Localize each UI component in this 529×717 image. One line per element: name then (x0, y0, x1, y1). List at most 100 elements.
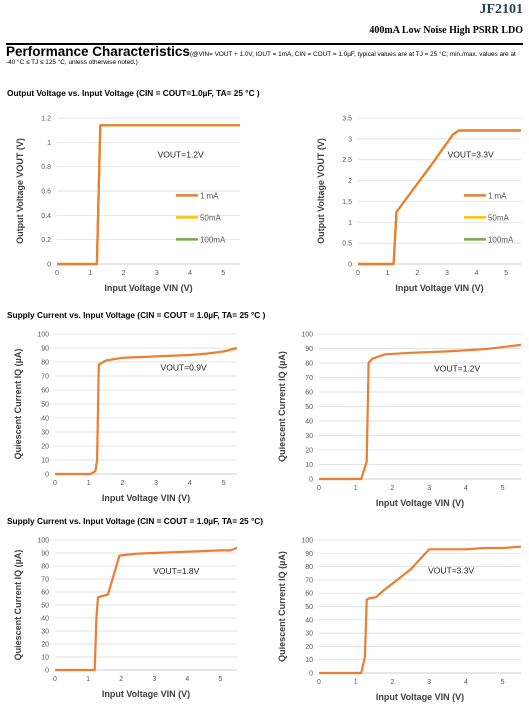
y-tick-label: 30 (305, 433, 313, 440)
y-tick-label: 1 (47, 140, 51, 147)
x-tick-label: 1 (87, 480, 91, 487)
y-tick-label: 80 (41, 564, 49, 571)
x-tick-label: 5 (501, 485, 505, 492)
x-axis-title: Input Voltage VIN (V) (376, 692, 464, 702)
x-tick-label: 3 (152, 676, 156, 683)
y-tick-label: 80 (41, 360, 49, 367)
x-tick-label: 3 (155, 270, 159, 277)
series-line (57, 124, 240, 266)
y-tick-label: 10 (305, 462, 313, 469)
x-tick-label: 4 (188, 480, 192, 487)
legend-label: 50mA (200, 213, 222, 222)
x-axis-title: Input Voltage VIN (V) (104, 283, 192, 293)
y-tick-label: 100 (301, 538, 313, 545)
x-tick-label: 0 (53, 676, 57, 683)
y-tick-label: 100 (37, 332, 49, 339)
y-axis-title: Output Voltage VOUT (V) (316, 138, 326, 244)
header-rule (6, 43, 523, 45)
x-tick-label: 3 (427, 679, 431, 686)
y-tick-label: 10 (41, 655, 49, 662)
y-tick-label: 70 (305, 375, 313, 382)
x-tick-label: 1 (86, 676, 90, 683)
x-tick-label: 2 (119, 676, 123, 683)
y-tick-label: 0 (45, 472, 49, 479)
part-number: JF2101 (479, 2, 523, 17)
series-line (358, 129, 521, 266)
y-tick-label: 70 (305, 577, 313, 584)
y-tick-label: 10 (305, 657, 313, 664)
x-tick-label: 2 (391, 679, 395, 686)
x-tick-label: 1 (88, 270, 92, 277)
y-tick-label: 0.6 (41, 189, 51, 196)
x-axis-title: Input Voltage VIN (V) (102, 493, 190, 503)
y-tick-label: 80 (305, 361, 313, 368)
performance-title: Performance Characteristics (6, 44, 190, 59)
y-tick-label: 0 (47, 262, 51, 269)
x-tick-label: 3 (445, 270, 449, 277)
legend-label: 50mA (488, 213, 510, 222)
y-tick-label: 0.2 (41, 237, 51, 244)
section-title-supply-current-1: Supply Current vs. Input Voltage (CIN = … (7, 310, 266, 320)
y-tick-label: 30 (305, 631, 313, 638)
y-tick-label: 0 (309, 477, 313, 484)
x-tick-label: 5 (504, 270, 508, 277)
y-tick-label: 2.5 (342, 157, 352, 164)
y-tick-label: 0 (45, 668, 49, 675)
performance-conditions: (@VIN= VOUT + 1.0V, IOUT = 1mA, CIN = CO… (6, 51, 516, 66)
y-tick-label: 50 (305, 604, 313, 611)
y-tick-label: 1.2 (41, 116, 51, 123)
x-tick-label: 5 (219, 676, 223, 683)
performance-header: Performance Characteristics(@VIN= VOUT +… (6, 45, 523, 67)
chart-annotation: VOUT=1.2V (158, 149, 204, 159)
x-tick-label: 0 (317, 485, 321, 492)
y-tick-label: 0.4 (41, 213, 51, 220)
x-tick-label: 0 (317, 679, 321, 686)
y-tick-label: 0 (309, 671, 313, 678)
chart-annotation: VOUT=1.8V (153, 566, 199, 576)
y-tick-label: 0 (348, 262, 352, 269)
y-tick-label: 60 (305, 390, 313, 397)
series-line (55, 346, 238, 476)
x-tick-label: 2 (391, 485, 395, 492)
y-tick-label: 40 (305, 419, 313, 426)
chart-supply-current-3v3: 0 10 20 30 40 50 60 70 80 90 100 0 1 2 3 4 5 VOUT=3.3V Inp… (277, 538, 522, 702)
x-tick-label: 3 (427, 485, 431, 492)
chart-annotation: VOUT=3.3V (428, 565, 474, 575)
chart-annotation: VOUT=1.2V (434, 364, 480, 374)
series-line (319, 545, 522, 675)
y-tick-label: 2 (348, 178, 352, 185)
y-tick-label: 90 (41, 346, 49, 353)
section-title-supply-current-2: Supply Current vs. Input Voltage (CIN = … (7, 516, 264, 526)
x-tick-label: 4 (188, 270, 192, 277)
y-tick-label: 60 (305, 591, 313, 598)
chart-supply-current-1v2: 0 10 20 30 40 50 60 70 80 90 100 0 1 2 3 4 5 VOUT=1.2V Inp… (277, 332, 522, 508)
legend-label: 1 mA (200, 191, 219, 200)
y-tick-label: 70 (41, 577, 49, 584)
series-line (319, 343, 522, 481)
series-line (55, 546, 238, 672)
x-tick-label: 4 (475, 270, 479, 277)
x-axis-title: Input Voltage VIN (V) (102, 689, 190, 699)
legend-label: 100mA (200, 235, 226, 244)
chart-supply-current-0v9: 0 10 20 30 40 50 60 70 80 90 100 0 1 2 3 4 5 VOUT=0.9V Inp… (13, 332, 238, 503)
x-tick-label: 5 (222, 480, 226, 487)
x-tick-label: 4 (464, 485, 468, 492)
x-tick-label: 5 (221, 270, 225, 277)
y-tick-label: 50 (41, 603, 49, 610)
y-axis-title: Quiescent Current IQ (µA) (13, 349, 23, 460)
x-tick-label: 2 (120, 480, 124, 487)
y-tick-label: 0.8 (41, 164, 51, 171)
y-tick-label: 60 (41, 590, 49, 597)
x-tick-label: 2 (122, 270, 126, 277)
y-tick-label: 20 (305, 448, 313, 455)
y-tick-label: 30 (41, 629, 49, 636)
y-tick-label: 30 (41, 430, 49, 437)
x-tick-label: 0 (53, 480, 57, 487)
y-tick-label: 40 (41, 416, 49, 423)
y-tick-label: 90 (305, 551, 313, 558)
y-tick-label: 100 (301, 332, 313, 339)
y-tick-label: 3.5 (342, 116, 352, 123)
chart-annotation: VOUT=0.9V (161, 362, 207, 372)
chart-output-voltage-1v2: 0 0.2 0.4 0.6 0.8 1 1.2 0 1 2 3 4 5 VOUT=1.2V 1 mA 50mA… (15, 116, 240, 293)
legend-label: 1 mA (488, 191, 507, 200)
